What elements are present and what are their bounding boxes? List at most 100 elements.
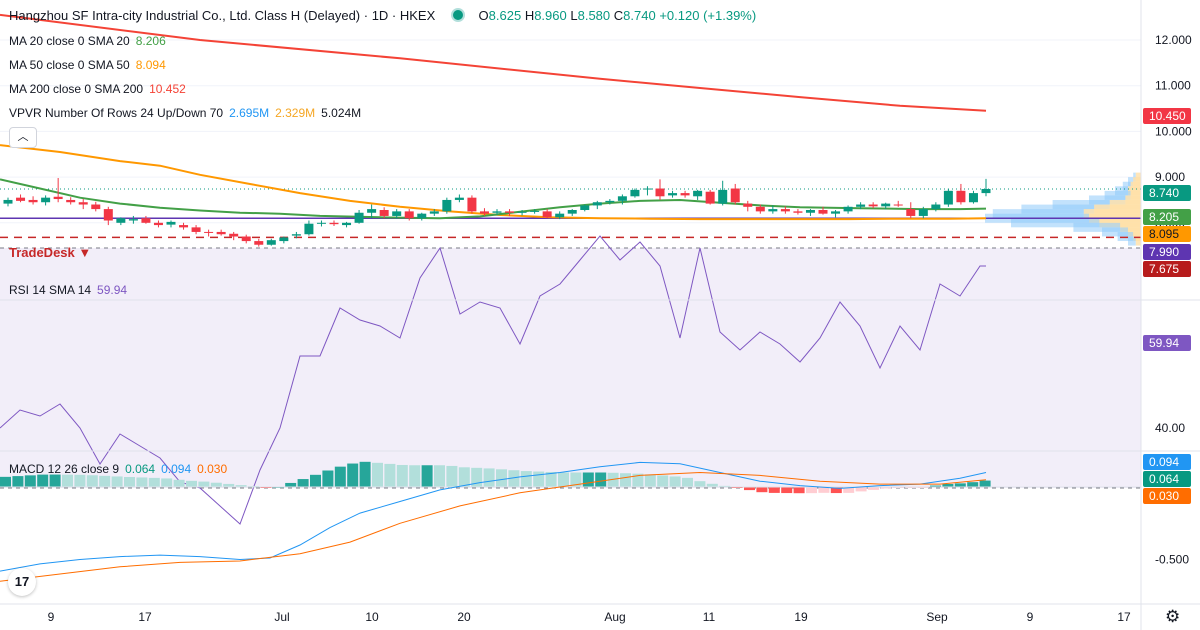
candle-body xyxy=(16,197,26,201)
ma200-label: MA 200 close 0 SMA 200 xyxy=(9,82,144,96)
macd-histogram-bar xyxy=(421,465,433,487)
ma50-legend[interactable]: MA 50 close 0 SMA 50 8.094 xyxy=(9,58,166,72)
vpvr-up-bar xyxy=(1115,186,1128,196)
candle-body xyxy=(655,188,665,197)
macd-histogram-bar xyxy=(186,480,197,487)
candle-body xyxy=(542,211,552,218)
rsi-value: 59.94 xyxy=(97,283,128,297)
macd-histogram-bar xyxy=(446,465,458,487)
price-tick-label: 9.000 xyxy=(1155,170,1185,184)
macd-pane xyxy=(0,461,1141,582)
vpvr-down-bar xyxy=(1133,232,1141,242)
time-tick-label: 9 xyxy=(48,610,55,624)
collapse-legend-button[interactable]: ︿ xyxy=(9,127,37,148)
tradedesk-button[interactable]: TradeDesk ▼ xyxy=(9,245,92,260)
candle-body xyxy=(379,210,389,216)
vpvr-up-bar xyxy=(1021,204,1095,214)
macd-histogram-bar xyxy=(694,481,706,487)
macd-histogram-bar xyxy=(806,487,817,494)
vpvr-up-bar xyxy=(1128,236,1136,246)
open-label: O xyxy=(478,8,489,23)
candle-body xyxy=(668,193,678,196)
candle-body xyxy=(3,199,13,204)
macd-histogram-bar xyxy=(768,487,780,493)
candle-body xyxy=(831,211,841,214)
vpvr-legend[interactable]: VPVR Number Of Rows 24 Up/Down 70 2.695M 2… xyxy=(9,106,361,120)
time-tick-label: 11 xyxy=(703,610,716,624)
rsi-price-badge xyxy=(1143,335,1191,351)
vpvr-down-bar xyxy=(1135,172,1141,182)
candle-body xyxy=(968,193,978,203)
market-status-dot-icon xyxy=(450,8,465,22)
vpvr-up-bar xyxy=(992,209,1084,219)
candle-body xyxy=(404,211,414,219)
vpvr-up-bar xyxy=(1117,232,1134,242)
macd-hist-value: 0.030 xyxy=(197,462,228,476)
macd-histogram-bar xyxy=(161,478,173,487)
change-value: +0.120 (+1.39%) xyxy=(659,8,757,23)
vpvr-down-bar xyxy=(1094,204,1141,214)
tradingview-logo-icon[interactable]: 17 xyxy=(8,568,36,596)
candle-body xyxy=(91,204,101,210)
candle-body xyxy=(166,221,176,225)
candle-body xyxy=(492,211,502,213)
macd-signal-price-badge xyxy=(1143,454,1191,470)
candle-body xyxy=(279,237,289,242)
candle-body xyxy=(479,211,489,214)
macd-histogram-bar xyxy=(372,462,383,487)
rsi-legend[interactable]: RSI 14 SMA 14 59.94 xyxy=(9,283,127,297)
candle-body xyxy=(191,227,201,232)
macd-histogram-bar xyxy=(545,471,557,487)
macd-histogram-bar xyxy=(706,483,718,487)
vpvr-up-bar xyxy=(1102,227,1128,237)
macd-histogram-bar xyxy=(793,487,805,494)
vpvr-down-bar xyxy=(1130,190,1141,200)
price-tick-label: 10.000 xyxy=(1155,124,1192,138)
macd-histogram-bar xyxy=(682,477,693,487)
candle-body xyxy=(868,204,878,207)
gear-icon[interactable]: ⚙ xyxy=(1165,607,1181,626)
macd-histogram-bar xyxy=(830,487,842,494)
rsi-line xyxy=(0,235,986,525)
vpvr-down-bar xyxy=(1130,181,1141,191)
macd-histogram-bar xyxy=(942,483,954,487)
vpvr-down-bar xyxy=(1120,222,1141,232)
candle-body xyxy=(342,222,352,226)
open-value: 8.625 xyxy=(488,8,522,23)
ma20-price-label: 8.205 xyxy=(1149,210,1179,224)
macd-value: 0.064 xyxy=(125,462,156,476)
macd-histogram-bar xyxy=(483,468,495,487)
vpvr-up-bar xyxy=(1073,222,1121,232)
candle-body xyxy=(141,218,151,223)
volume-profile xyxy=(985,172,1141,246)
candle-body xyxy=(856,204,866,207)
ma200-price-label: 10.450 xyxy=(1149,109,1186,123)
macd-histogram-bar xyxy=(756,487,768,493)
macd-histogram-bar xyxy=(570,472,582,487)
rsi-pane xyxy=(0,235,1141,525)
time-tick-label: Aug xyxy=(604,610,625,624)
ma20-legend[interactable]: MA 20 close 0 SMA 20 8.206 xyxy=(9,34,166,48)
last-price-badge xyxy=(1143,185,1191,201)
macd-legend[interactable]: MACD 12 26 close 9 0.064 0.094 0.030 xyxy=(9,462,227,476)
candle-body xyxy=(467,197,477,212)
low-value: 8.580 xyxy=(577,8,611,23)
last-price-label: 8.740 xyxy=(1149,186,1179,200)
ma200-legend[interactable]: MA 200 close 0 SMA 200 10.452 xyxy=(9,82,186,96)
vpvr-down-bar xyxy=(1125,195,1141,205)
macd-histogram-bar xyxy=(49,474,61,487)
symbol-title: Hangzhou SF Intra-city Industrial Co., L… xyxy=(9,8,436,23)
candle-body xyxy=(329,222,339,225)
macd-histogram-bar xyxy=(644,474,656,487)
candle-body xyxy=(78,202,88,205)
macd-histogram-bar xyxy=(880,487,892,489)
vpvr-up-bar xyxy=(1128,177,1134,187)
price-tick-label: 12.000 xyxy=(1155,33,1192,47)
rsi-tick-label: 40.00 xyxy=(1155,421,1185,435)
candle-body xyxy=(718,189,728,204)
candle-body xyxy=(103,209,113,221)
candle-body xyxy=(53,196,63,200)
macd-histogram-bar xyxy=(0,476,11,487)
candle-body xyxy=(204,231,214,233)
